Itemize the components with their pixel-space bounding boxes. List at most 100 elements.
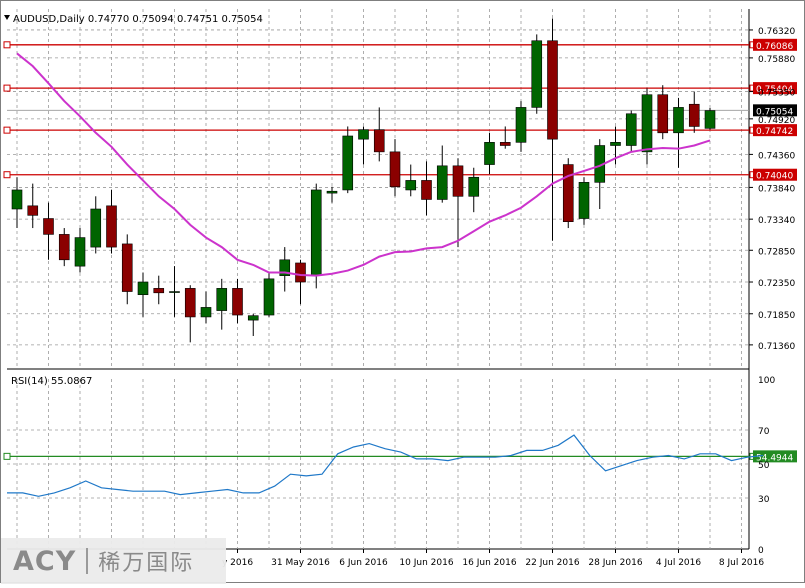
level-label-bg: [753, 168, 797, 181]
level-label: 0.74742: [756, 127, 793, 137]
level-handle: [3, 84, 11, 92]
candle-body: [515, 107, 527, 143]
price-tick-label: 0.73840: [758, 184, 795, 194]
price-tick-label: 0.74360: [758, 151, 795, 161]
horizontal-levels: 0.76086 0.75404 0.74742 0.74040 0.75054: [3, 38, 797, 182]
time-tick-label: y 2016: [222, 558, 253, 568]
time-tick-label: 28 Jun 2016: [588, 558, 642, 568]
candle-body: [484, 142, 495, 165]
level-handle: [3, 171, 11, 179]
level-label-bg: [753, 82, 797, 95]
level-label: 0.74040: [756, 172, 793, 182]
candle-body: [74, 237, 86, 267]
candle-body: [216, 288, 228, 311]
candle-body: [263, 278, 275, 316]
candle-body: [200, 307, 212, 318]
candle-body: [547, 40, 558, 140]
candle-body: [247, 315, 259, 321]
candle-body: [673, 107, 684, 134]
candle-body: [232, 288, 243, 316]
price-tick-label: 0.75880: [758, 55, 795, 65]
candle-body: [436, 165, 448, 200]
rsi-level-handle: [3, 452, 11, 460]
symbol-header: AUDUSD,Daily 0.74770 0.75094 0.74751 0.7…: [13, 14, 263, 25]
candle-body: [106, 205, 117, 248]
candle-body: [452, 165, 464, 197]
time-tick-label: 4 Jul 2016: [656, 558, 701, 568]
time-tick-label: 31 May 2016: [271, 558, 330, 568]
logo-divider: [86, 548, 89, 574]
candle-body: [641, 94, 653, 153]
candle-body: [90, 208, 102, 248]
candle-body: [184, 288, 196, 318]
candle-body: [578, 182, 590, 219]
candle-body: [121, 243, 133, 292]
candle-body: [562, 164, 574, 222]
logo-acy-text: ACY: [13, 545, 77, 577]
candle-body: [169, 291, 180, 293]
candle-body: [610, 142, 621, 146]
price-grid: [7, 9, 750, 549]
price-tick-label: 0.75350: [758, 89, 795, 99]
candle-body: [153, 288, 165, 294]
rsi-tick-label: 100: [758, 376, 775, 386]
current-price-label: 0.75054: [756, 107, 793, 117]
price-tick-label: 0.73340: [758, 216, 795, 226]
candles: [11, 18, 716, 343]
rsi-tick-label: 70: [758, 427, 770, 437]
level-label-bg: [753, 38, 797, 51]
rsi-tick-label: 0: [758, 546, 764, 556]
price-tick-label: 0.71360: [758, 342, 795, 352]
rsi-level-label-bg: [753, 450, 797, 463]
price-axis: 0.76320 0.75880 0.75350 0.74920 0.74360 0.738…: [749, 27, 795, 556]
candle-body: [43, 218, 54, 235]
rsi-grid: [7, 379, 749, 550]
candle-body: [342, 135, 354, 191]
candle-body: [688, 103, 700, 127]
candle-body: [295, 262, 306, 283]
candle-body: [657, 94, 669, 134]
candle-body: [531, 40, 543, 108]
time-tick-label: 10 Jun 2016: [399, 558, 453, 568]
rsi-line: [7, 434, 764, 497]
price-tick-label: 0.71850: [758, 311, 795, 321]
price-tick-label: 0.72350: [758, 279, 795, 289]
candle-body: [310, 189, 322, 276]
candle-body: [704, 110, 716, 129]
candle-body: [326, 190, 338, 194]
time-tick-label: 16 Jun 2016: [462, 558, 516, 568]
candle-body: [137, 281, 149, 296]
logo-chinese-text: 稀万国际: [98, 551, 195, 576]
level-label: 0.76086: [756, 42, 793, 52]
time-axis: y 2016 31 May 2016 6 Jun 2016 10 Jun 2016 16…: [222, 549, 764, 568]
acy-logo: ACY 稀万国际: [1, 538, 226, 584]
candle-body: [358, 129, 369, 140]
candle-body: [421, 180, 432, 200]
time-tick-label: 6 Jun 2016: [339, 558, 388, 568]
price-tick-label: 0.74920: [758, 116, 795, 126]
price-tick-label: 0.72850: [758, 247, 795, 257]
rsi-indicator: 54.4944: [3, 434, 797, 497]
current-price-bg: [753, 104, 797, 117]
collapse-arrow-icon[interactable]: [4, 15, 10, 20]
level-label-bg: [753, 124, 797, 137]
candle-body: [27, 205, 39, 216]
candle-body: [468, 176, 480, 197]
ma-line: [16, 52, 711, 277]
price-tick-label: 0.76320: [758, 27, 795, 37]
level-label: 0.75404: [756, 85, 793, 95]
level-handle: [3, 126, 11, 134]
candle-body: [625, 113, 637, 146]
candle-body: [279, 259, 291, 276]
candle-body: [405, 180, 417, 191]
time-tick-label: 22 Jun 2016: [525, 558, 579, 568]
level-handle: [3, 41, 11, 49]
rsi-tick-label: 50: [758, 461, 770, 471]
candle-body: [499, 142, 511, 146]
moving-average: [16, 52, 711, 277]
candle-body: [389, 151, 401, 188]
candle-body: [11, 189, 23, 210]
candle-body: [58, 234, 70, 261]
